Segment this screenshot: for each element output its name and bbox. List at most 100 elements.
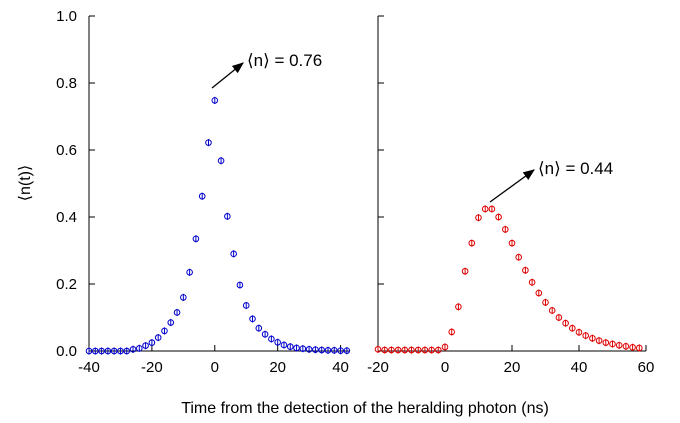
right-data-point	[636, 344, 643, 352]
right-data-point	[555, 313, 563, 322]
left-data-point	[318, 346, 325, 354]
right-data-point	[394, 346, 402, 354]
left-data-point	[255, 324, 263, 332]
left-data-point	[211, 96, 219, 105]
left-x-tick-label: -40	[78, 359, 100, 376]
right-data-point	[388, 346, 395, 354]
right-data-point	[582, 331, 590, 340]
left-data-point	[268, 335, 275, 343]
right-x-tick-label: 0	[441, 359, 449, 376]
left-x-tick-label: 20	[269, 359, 286, 376]
left-y-tick-label: 0.4	[56, 209, 77, 226]
right-data-point	[515, 253, 523, 261]
left-data-point	[91, 347, 99, 355]
right-data-point	[435, 346, 442, 354]
left-y-tick-label: 0.2	[56, 276, 77, 293]
left-data-point	[324, 346, 332, 354]
right-x-tick-label: 40	[571, 359, 588, 376]
right-data-point	[589, 334, 596, 342]
left-data-point	[286, 343, 294, 351]
right-data-point	[622, 342, 630, 350]
left-x-tick-label: 0	[211, 359, 219, 376]
left-data-point	[167, 318, 175, 327]
right-data-point	[495, 213, 502, 221]
left-data-point	[330, 346, 338, 354]
right-data-point	[481, 205, 489, 213]
right-data-point	[508, 239, 516, 247]
left-data-point	[117, 347, 124, 355]
right-data-point	[475, 214, 482, 222]
left-y-tick-label: 0.0	[56, 343, 77, 360]
right-data-point	[575, 328, 583, 336]
y-axis-title: ⟨n(t)⟩	[17, 165, 34, 201]
right-data-point	[569, 324, 576, 332]
left-data-point	[161, 327, 168, 335]
right-data-point	[602, 339, 610, 347]
left-data-point	[104, 347, 112, 355]
left-data-point	[148, 339, 156, 347]
right-data-point	[595, 337, 603, 345]
right-data-point	[562, 319, 569, 327]
left-data-point	[242, 301, 250, 310]
left-y-tick-label: 0.8	[56, 75, 77, 92]
right-data-point	[441, 343, 449, 351]
left-data-point	[261, 330, 269, 338]
right-data-point	[522, 266, 529, 274]
right-panel: -20 0 20 40 60 ⟨n⟩ = 0.44	[367, 15, 655, 376]
left-panel: -40 -20 0 20 40 0.0 0.2 0.4 0.6 0.8 1.0 ⟨n⟩ = 0.76	[56, 8, 351, 376]
right-data-point	[468, 239, 476, 247]
left-data-point	[173, 308, 181, 317]
right-data-point	[374, 345, 382, 353]
right-data-point	[548, 306, 556, 315]
right-annotation: ⟨n⟩ = 0.44	[538, 159, 613, 178]
left-annotation: ⟨n⟩ = 0.76	[247, 51, 322, 70]
right-annotation-arrow	[489, 169, 535, 203]
right-data-point	[455, 303, 462, 311]
right-data-point	[528, 278, 536, 286]
right-data-point	[461, 267, 469, 275]
right-data-point	[629, 343, 636, 351]
right-x-tick-label: -20	[367, 359, 389, 376]
left-data-point	[217, 157, 225, 165]
right-data-point	[408, 346, 415, 354]
left-data-point	[337, 347, 344, 355]
left-data-point	[274, 338, 281, 346]
left-data-point	[305, 345, 313, 353]
left-annotation-arrow	[211, 62, 244, 89]
left-data-point	[192, 235, 200, 243]
left-data-point	[136, 344, 143, 352]
right-x-tick-label: 60	[638, 359, 655, 376]
left-x-tick-label: -20	[141, 359, 163, 376]
left-data-point	[293, 344, 300, 352]
left-y-tick-label: 1.0	[56, 8, 77, 25]
left-y-tick-label: 0.6	[56, 142, 77, 159]
left-data-point	[230, 250, 237, 258]
left-data-point	[129, 345, 137, 353]
left-data-point	[180, 293, 187, 301]
x-axis-title: Time from the detection of the heralding…	[181, 400, 549, 417]
right-data-point	[401, 346, 409, 354]
left-data-point	[110, 347, 118, 355]
right-data-point	[414, 346, 422, 354]
left-data-point	[299, 345, 307, 353]
left-data-point	[205, 139, 212, 147]
right-data-point	[428, 346, 435, 354]
left-data-point	[154, 334, 162, 342]
right-data-point	[609, 340, 616, 348]
left-data-point	[312, 346, 319, 354]
right-x-tick-label: 20	[504, 359, 521, 376]
right-data-point	[615, 341, 623, 349]
right-data-point	[535, 289, 543, 297]
left-data-point	[198, 192, 206, 200]
right-data-point	[381, 346, 389, 354]
right-data-point	[502, 225, 509, 233]
right-data-point	[488, 205, 496, 213]
left-data-point	[98, 347, 105, 355]
right-data-point	[542, 298, 549, 307]
right-data-point	[448, 328, 456, 336]
left-data-point	[343, 347, 351, 355]
left-data-point	[123, 347, 131, 355]
left-data-point	[249, 315, 256, 323]
left-data-point	[280, 341, 288, 349]
left-x-tick-label: 40	[332, 359, 349, 376]
